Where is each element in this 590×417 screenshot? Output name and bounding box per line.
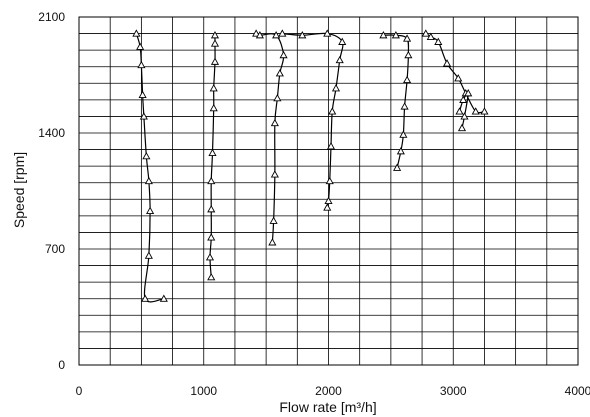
data-point-marker: [442, 59, 452, 67]
data-point-marker: [323, 29, 332, 37]
data-point-marker: [464, 89, 473, 97]
data-point-marker: [272, 31, 281, 39]
data-point-marker: [457, 123, 467, 132]
data-point-marker: [142, 151, 151, 160]
data-point-marker: [325, 176, 334, 185]
x-tick-label: 2000: [315, 384, 342, 398]
data-point-marker: [391, 31, 400, 39]
data-point-marker: [460, 112, 469, 120]
data-point-marker: [252, 29, 261, 37]
data-point-marker: [205, 253, 215, 261]
data-point-marker: [278, 29, 287, 37]
data-point-marker: [138, 90, 147, 98]
data-point-marker: [207, 233, 216, 241]
data-point-marker: [270, 170, 279, 178]
series-curve-4: [282, 32, 344, 208]
tick-labels: 0 1000 2000 3000 4000 0 700 1400 2100: [38, 10, 590, 398]
data-point-marker: [207, 205, 216, 213]
data-point-marker: [459, 95, 468, 103]
data-point-marker: [268, 238, 277, 246]
data-point-marker: [210, 31, 220, 39]
data-point-marker: [400, 102, 409, 110]
data-point-marker: [323, 203, 332, 211]
data-point-marker: [136, 42, 145, 50]
series-curve-2: [209, 35, 216, 278]
x-axis-title: Flow rate [m³/h]: [279, 399, 376, 415]
data-point-marker: [273, 93, 282, 102]
data-point-marker: [139, 112, 148, 120]
data-point-marker: [403, 34, 412, 42]
y-axis-title: Speed [rpm]: [11, 152, 27, 228]
series-curves: [135, 32, 485, 303]
data-point-marker: [209, 84, 218, 92]
data-point-marker: [210, 39, 220, 47]
data-point-marker: [335, 55, 344, 64]
x-tick-label: 0: [76, 384, 83, 398]
data-point-marker: [141, 294, 150, 302]
data-point-marker: [269, 216, 278, 224]
data-point-marker: [393, 163, 402, 171]
data-point-marker: [421, 29, 430, 37]
data-point-marker: [207, 272, 216, 281]
data-point-marker: [399, 130, 408, 138]
data-point-marker: [326, 142, 336, 150]
data-point-marker: [426, 32, 435, 40]
data-point-marker: [471, 107, 480, 115]
grid: [78, 16, 579, 366]
data-point-marker: [379, 31, 388, 39]
data-point-marker: [137, 60, 146, 69]
series-curve-3: [255, 33, 285, 243]
y-tick-label: 2100: [38, 10, 65, 24]
data-point-marker: [480, 107, 489, 115]
data-point-marker: [403, 75, 412, 84]
data-point-marker: [454, 74, 463, 82]
series-curve-1: [135, 33, 164, 303]
y-tick-label: 700: [45, 242, 65, 256]
data-point-marker: [404, 50, 413, 59]
data-point-marker: [338, 37, 347, 45]
data-point-marker: [208, 148, 217, 156]
data-point-marker: [275, 69, 284, 77]
data-points: [132, 29, 489, 302]
data-point-marker: [324, 196, 333, 205]
data-point-marker: [132, 29, 141, 37]
data-point-marker: [455, 107, 464, 115]
x-tick-label: 4000: [565, 384, 590, 398]
data-point-marker: [144, 176, 153, 185]
data-point-marker: [331, 84, 341, 92]
data-point-marker: [255, 31, 264, 39]
data-point-marker: [144, 251, 153, 259]
data-point-marker: [328, 107, 337, 115]
plot-frame: [78, 16, 579, 366]
data-point-marker: [434, 37, 443, 45]
series-curve-5: [383, 34, 410, 168]
data-point-marker: [207, 176, 216, 185]
y-tick-label: 0: [58, 358, 65, 372]
data-point-marker: [270, 118, 279, 127]
data-point-marker: [159, 294, 168, 302]
data-point-marker: [146, 206, 155, 214]
data-point-marker: [396, 147, 405, 155]
y-tick-label: 1400: [38, 126, 65, 140]
series-curve-6: [425, 33, 485, 114]
data-point-marker: [210, 57, 220, 65]
x-tick-label: 1000: [190, 384, 217, 398]
data-point-marker: [298, 31, 307, 39]
data-point-marker: [279, 50, 288, 59]
x-tick-label: 3000: [440, 384, 467, 398]
data-point-marker: [209, 103, 218, 112]
